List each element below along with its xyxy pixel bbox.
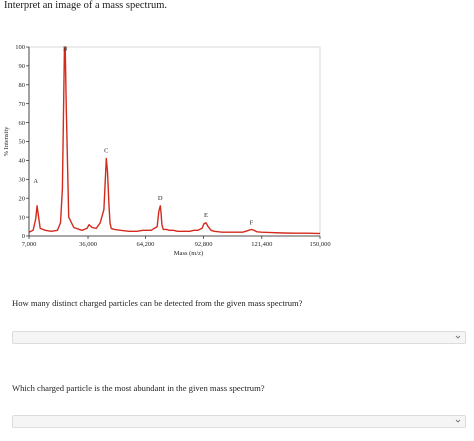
x-axis-title: Mass (m/z) [174,250,203,257]
y-tick-label: 20 [19,195,26,202]
x-tick-label: 150,000 [309,241,330,248]
x-tick-label: 92,800 [195,241,213,248]
y-tick-label: 90 [19,63,26,70]
answer-2-select[interactable] [12,415,466,428]
peak-label-c: C [104,148,108,155]
chevron-down-icon [455,335,461,339]
y-axis-title: % Intensity [3,126,10,157]
y-tick-label: 100 [15,44,25,51]
x-tick-label: 121,400 [251,241,272,248]
peak-label-e: E [204,212,208,219]
prompt-text: Interpret an image of a mass spectrum. [4,0,167,11]
y-tick-label: 30 [19,177,26,184]
x-tick-label: 7,000 [22,241,37,248]
y-tick-label: 50 [19,139,26,146]
peak-label-f: F [250,220,254,227]
y-tick-label: 60 [19,120,26,127]
answer-1-select[interactable] [12,331,466,344]
x-tick-label: 36,000 [79,241,97,248]
plot-frame [28,46,321,237]
peak-label-d: D [158,195,163,202]
y-tick-label: 10 [19,214,26,221]
x-tick-label: 64,200 [136,241,154,248]
y-tick-label: 70 [19,101,26,108]
question-1: How many distinct charged particles can … [12,298,303,308]
mass-spectrum-chart: 0 10 20 30 40 50 60 70 80 90 100 7,000 36,000 64,200 9… [3,44,331,257]
y-tick-label: 40 [19,158,26,165]
peak-label-a: A [33,178,38,185]
question-2: Which charged particle is the most abund… [12,383,265,393]
chevron-down-icon [455,419,461,423]
spectrum-line [28,46,320,235]
peak-label-b: B [63,46,68,53]
y-tick-label: 80 [19,82,26,89]
y-tick-label: 0 [22,233,25,240]
